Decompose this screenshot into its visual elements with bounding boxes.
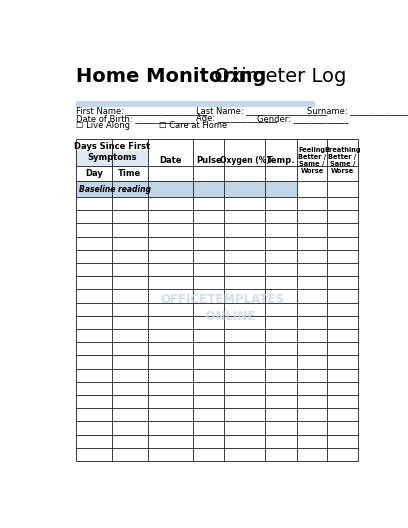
Text: Breathing
Better /
Same /
Worse: Breathing Better / Same / Worse xyxy=(324,146,361,174)
Text: Age: ______________: Age: ______________ xyxy=(197,114,278,122)
Text: Home Monitoring: Home Monitoring xyxy=(76,67,267,86)
Text: Time: Time xyxy=(118,169,142,178)
Text: Days Since First
Symptoms: Days Since First Symptoms xyxy=(74,142,150,162)
Text: Last Name: ___________________: Last Name: ___________________ xyxy=(197,107,328,116)
Text: First Name: ___________________: First Name: ___________________ xyxy=(76,107,208,116)
Bar xyxy=(76,138,358,461)
Text: Pulse: Pulse xyxy=(196,156,222,165)
Text: Date: Date xyxy=(160,156,182,165)
Bar xyxy=(76,150,148,166)
Text: Feeling
Better /
Same /
Worse: Feeling Better / Same / Worse xyxy=(298,146,326,174)
Bar xyxy=(76,182,297,197)
Text: Surname: ________________: Surname: ________________ xyxy=(307,107,408,116)
Text: ☐ Live Along: ☐ Live Along xyxy=(76,121,130,130)
Text: Date of Birth: ______________: Date of Birth: ______________ xyxy=(76,114,195,122)
Text: Oxygen (%): Oxygen (%) xyxy=(220,156,270,165)
Bar xyxy=(76,101,315,107)
Text: Day: Day xyxy=(85,169,103,178)
Text: Temp.: Temp. xyxy=(267,156,295,165)
Text: ☐ Care at Home: ☐ Care at Home xyxy=(158,121,227,130)
Text: Oximeter Log: Oximeter Log xyxy=(208,67,346,86)
Text: Gender: _____________: Gender: _____________ xyxy=(257,114,348,122)
Text: Baseline reading: Baseline reading xyxy=(80,185,151,194)
Text: OFFICETEMPLATES
    ONLINE: OFFICETEMPLATES ONLINE xyxy=(160,293,284,323)
